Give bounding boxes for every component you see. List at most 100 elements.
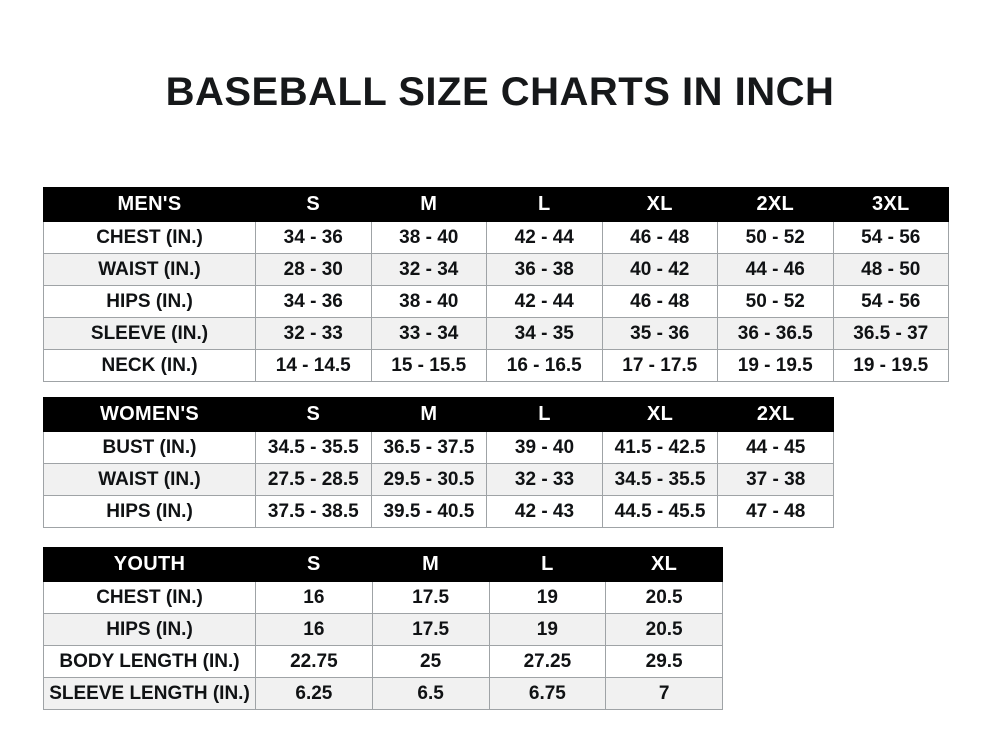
table-row: CHEST (IN.) 34 - 36 38 - 40 42 - 44 46 -… <box>43 221 949 254</box>
data-cell: 44 - 46 <box>717 253 834 286</box>
data-cell: 22.75 <box>255 645 373 678</box>
row-label: NECK (IN.) <box>43 349 256 382</box>
womens-size-table: WOMEN'S S M L XL 2XL BUST (IN.) 34.5 - 3… <box>43 397 834 528</box>
data-cell: 16 <box>255 581 373 614</box>
data-cell: 20.5 <box>605 581 723 614</box>
data-cell: 36.5 - 37.5 <box>370 431 488 464</box>
mens-header-cell: M <box>370 187 487 222</box>
data-cell: 48 - 50 <box>832 253 949 286</box>
data-cell: 42 - 43 <box>486 495 603 528</box>
data-cell: 41.5 - 42.5 <box>601 431 719 464</box>
mens-header-row: MEN'S S M L XL 2XL 3XL <box>43 187 949 222</box>
row-label: CHEST (IN.) <box>43 221 256 254</box>
data-cell: 19 <box>488 613 607 646</box>
data-cell: 39.5 - 40.5 <box>370 495 488 528</box>
data-cell: 40 - 42 <box>601 253 718 286</box>
data-cell: 29.5 <box>605 645 723 678</box>
row-label: HIPS (IN.) <box>43 495 256 528</box>
row-label: WAIST (IN.) <box>43 253 256 286</box>
data-cell: 32 - 33 <box>486 463 603 496</box>
data-cell: 34 - 35 <box>486 317 603 350</box>
data-cell: 33 - 34 <box>370 317 487 350</box>
data-cell: 28 - 30 <box>255 253 372 286</box>
data-cell: 20.5 <box>605 613 723 646</box>
row-label: SLEEVE (IN.) <box>43 317 256 350</box>
data-cell: 36 - 36.5 <box>717 317 834 350</box>
data-cell: 27.5 - 28.5 <box>255 463 372 496</box>
row-label: HIPS (IN.) <box>43 613 256 646</box>
data-cell: 38 - 40 <box>370 285 487 318</box>
data-cell: 27.25 <box>488 645 607 678</box>
table-row: SLEEVE LENGTH (IN.) 6.25 6.5 6.75 7 <box>43 677 723 710</box>
womens-header-cell: S <box>255 397 372 432</box>
youth-header-cell: YOUTH <box>43 547 256 582</box>
table-row: BUST (IN.) 34.5 - 35.5 36.5 - 37.5 39 - … <box>43 431 834 464</box>
youth-header-cell: S <box>255 547 373 582</box>
youth-size-chart-block: YOUTH S M L XL CHEST (IN.) 16 17.5 19 20… <box>43 547 723 710</box>
mens-header-cell: S <box>255 187 372 222</box>
mens-table-body: CHEST (IN.) 34 - 36 38 - 40 42 - 44 46 -… <box>43 221 949 382</box>
data-cell: 17.5 <box>371 581 490 614</box>
data-cell: 34 - 36 <box>255 285 372 318</box>
womens-size-chart-block: WOMEN'S S M L XL 2XL BUST (IN.) 34.5 - 3… <box>43 397 834 528</box>
data-cell: 6.75 <box>488 677 607 710</box>
womens-header-row: WOMEN'S S M L XL 2XL <box>43 397 834 432</box>
data-cell: 46 - 48 <box>601 285 718 318</box>
youth-header-cell: XL <box>605 547 723 582</box>
data-cell: 34 - 36 <box>255 221 372 254</box>
data-cell: 25 <box>371 645 490 678</box>
data-cell: 37 - 38 <box>717 463 834 496</box>
womens-header-cell: 2XL <box>717 397 834 432</box>
data-cell: 36.5 - 37 <box>832 317 949 350</box>
data-cell: 54 - 56 <box>832 285 949 318</box>
mens-header-cell: 3XL <box>832 187 949 222</box>
youth-header-cell: M <box>371 547 490 582</box>
data-cell: 17 - 17.5 <box>601 349 718 382</box>
mens-header-cell: L <box>486 187 603 222</box>
data-cell: 42 - 44 <box>486 221 603 254</box>
youth-table-body: CHEST (IN.) 16 17.5 19 20.5 HIPS (IN.) 1… <box>43 581 723 710</box>
page-title: BASEBALL SIZE CHARTS IN INCH <box>165 70 835 114</box>
data-cell: 35 - 36 <box>601 317 718 350</box>
table-row: BODY LENGTH (IN.) 22.75 25 27.25 29.5 <box>43 645 723 678</box>
womens-table-body: BUST (IN.) 34.5 - 35.5 36.5 - 37.5 39 - … <box>43 431 834 528</box>
data-cell: 32 - 34 <box>370 253 487 286</box>
table-row: WAIST (IN.) 27.5 - 28.5 29.5 - 30.5 32 -… <box>43 463 834 496</box>
mens-size-table: MEN'S S M L XL 2XL 3XL CHEST (IN.) 34 - … <box>43 187 949 382</box>
data-cell: 50 - 52 <box>717 221 834 254</box>
table-row: HIPS (IN.) 16 17.5 19 20.5 <box>43 613 723 646</box>
youth-size-table: YOUTH S M L XL CHEST (IN.) 16 17.5 19 20… <box>43 547 723 710</box>
womens-header-cell: M <box>370 397 488 432</box>
data-cell: 32 - 33 <box>255 317 372 350</box>
data-cell: 44.5 - 45.5 <box>601 495 719 528</box>
data-cell: 29.5 - 30.5 <box>370 463 488 496</box>
data-cell: 6.25 <box>255 677 373 710</box>
data-cell: 46 - 48 <box>601 221 718 254</box>
data-cell: 16 - 16.5 <box>486 349 603 382</box>
data-cell: 42 - 44 <box>486 285 603 318</box>
data-cell: 38 - 40 <box>370 221 487 254</box>
data-cell: 34.5 - 35.5 <box>255 431 372 464</box>
youth-table-head: YOUTH S M L XL <box>43 547 723 582</box>
table-row: NECK (IN.) 14 - 14.5 15 - 15.5 16 - 16.5… <box>43 349 949 382</box>
row-label: WAIST (IN.) <box>43 463 256 496</box>
data-cell: 44 - 45 <box>717 431 834 464</box>
mens-header-cell: MEN'S <box>43 187 256 222</box>
data-cell: 7 <box>605 677 723 710</box>
data-cell: 15 - 15.5 <box>370 349 487 382</box>
data-cell: 39 - 40 <box>486 431 603 464</box>
mens-header-cell: 2XL <box>717 187 834 222</box>
womens-header-cell: XL <box>601 397 719 432</box>
table-row: WAIST (IN.) 28 - 30 32 - 34 36 - 38 40 -… <box>43 253 949 286</box>
data-cell: 14 - 14.5 <box>255 349 372 382</box>
row-label: BODY LENGTH (IN.) <box>43 645 256 678</box>
data-cell: 6.5 <box>371 677 490 710</box>
row-label: CHEST (IN.) <box>43 581 256 614</box>
table-row: CHEST (IN.) 16 17.5 19 20.5 <box>43 581 723 614</box>
data-cell: 36 - 38 <box>486 253 603 286</box>
data-cell: 54 - 56 <box>832 221 949 254</box>
data-cell: 34.5 - 35.5 <box>601 463 719 496</box>
row-label: HIPS (IN.) <box>43 285 256 318</box>
youth-header-cell: L <box>488 547 607 582</box>
